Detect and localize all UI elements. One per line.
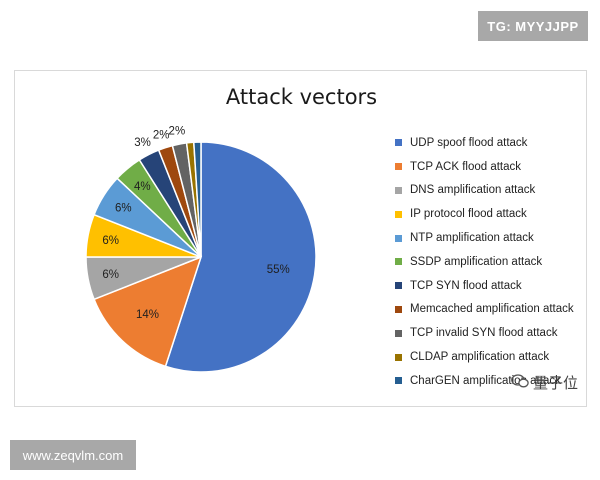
legend-swatch [395, 305, 402, 313]
legend-item: SSDP amplification attack [395, 250, 574, 274]
pie-chart: 55%14%6%6%6%4%3%2% 2% [85, 125, 317, 373]
pie-slice [164, 141, 317, 373]
site-tag: www.zeqvlm.com [10, 440, 136, 470]
data-label: 4% [134, 181, 151, 193]
tg-tag: TG: MYYJJPP [478, 11, 588, 41]
data-label: 14% [136, 309, 159, 321]
wechat-icon [511, 373, 529, 392]
legend-label: NTP amplification attack [410, 232, 534, 245]
legend-swatch [395, 234, 402, 242]
legend-label: DNS amplification attack [410, 184, 536, 197]
watermark-text: 量子位 [533, 375, 579, 392]
legend-label: IP protocol flood attack [410, 208, 527, 221]
data-label: 3% [134, 137, 151, 149]
legend-item: DNS amplification attack [395, 179, 574, 203]
legend-swatch [395, 163, 402, 171]
legend-item: CLDAP amplification attack [395, 345, 574, 369]
legend-label: TCP ACK flood attack [410, 160, 522, 173]
legend-swatch [395, 258, 402, 266]
legend-swatch [395, 282, 402, 290]
pie-slice [192, 141, 202, 258]
legend-item: UDP spoof flood attack [395, 131, 574, 155]
chart-title: Attack vectors [225, 85, 378, 109]
data-label: 6% [115, 203, 132, 215]
watermark: 量子位 [511, 372, 578, 393]
legend-item: TCP SYN flood attack [395, 274, 574, 298]
chart-panel: Attack vectors 55% 14% 6% 6% 6% 4% 3% 2% 2% UDP … [14, 70, 587, 407]
legend-item: NTP amplification attack [395, 226, 574, 250]
data-label: 2% [169, 125, 186, 137]
legend-swatch [395, 186, 402, 194]
data-label: 2% [153, 130, 170, 142]
legend-swatch [395, 210, 402, 218]
legend-label: CLDAP amplification attack [410, 351, 550, 364]
legend-item: TCP invalid SYN flood attack [395, 321, 574, 345]
data-label: 6% [102, 235, 119, 247]
legend-item: Memcached amplification attack [395, 298, 574, 322]
legend-swatch [395, 329, 402, 337]
legend-item: IP protocol flood attack [395, 202, 574, 226]
legend-swatch [395, 353, 402, 361]
legend-swatch [395, 139, 402, 147]
legend-label: SSDP amplification attack [410, 255, 543, 268]
data-label: 6% [102, 269, 119, 281]
legend-label: TCP SYN flood attack [410, 279, 522, 292]
legend-item: TCP ACK flood attack [395, 155, 574, 179]
legend-label: UDP spoof flood attack [410, 136, 528, 149]
legend-swatch [395, 377, 402, 385]
legend-label: TCP invalid SYN flood attack [410, 327, 558, 340]
pie-slice [93, 255, 203, 368]
legend: UDP spoof flood attack TCP ACK flood atta… [395, 131, 574, 393]
data-label: 55% [267, 264, 290, 276]
legend-label: Memcached amplification attack [410, 303, 574, 316]
